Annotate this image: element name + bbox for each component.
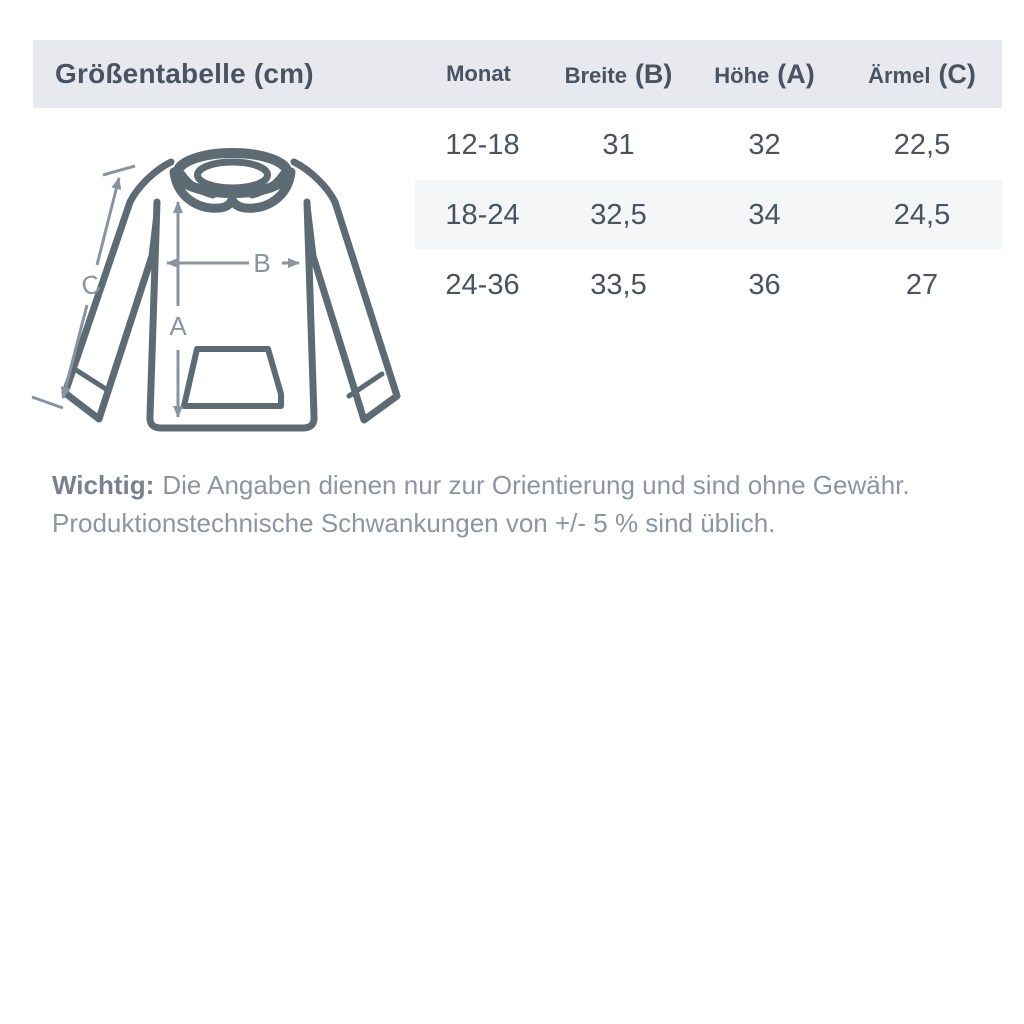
dimension-label-b: B	[253, 248, 270, 278]
cell-aermel: 22,5	[893, 128, 951, 161]
dimension-label-c: C	[78, 268, 104, 302]
table-row: 24-36 33,5 36 27	[415, 250, 1002, 320]
column-mark: (C)	[938, 58, 976, 89]
note-line-1: Wichtig: Die Angaben dienen nur zur Orien…	[52, 466, 982, 504]
column-label: Höhe	[714, 62, 770, 88]
cell-hoehe: 34	[748, 198, 781, 231]
table-row: 12-18 31 32 22,5	[415, 110, 1002, 180]
disclaimer-note: Wichtig: Die Angaben dienen nur zur Orien…	[52, 466, 982, 542]
column-header-monat: Monat	[415, 61, 550, 87]
cell-hoehe: 32	[748, 128, 781, 161]
dimension-tick-c-top	[102, 164, 136, 177]
size-table-body: 12-18 31 32 22,5 18-24 32,5 34 24,5 24-3…	[415, 110, 1002, 320]
cell-monat: 12-18	[445, 128, 520, 161]
column-label: Ärmel	[868, 62, 931, 88]
column-header-aermel: Ärmel (C)	[842, 59, 1002, 90]
note-lead: Wichtig:	[52, 470, 155, 500]
dimension-label-a: A	[169, 311, 187, 341]
hood-fold-right	[248, 170, 287, 199]
column-mark: (B)	[634, 58, 673, 89]
cell-breite: 33,5	[590, 268, 647, 301]
hood-fold-left	[178, 170, 217, 199]
note-text-1: Die Angaben dienen nur zur Orientierung …	[162, 470, 910, 500]
table-header-band: Größentabelle (cm) Monat Breite (B) Höhe (…	[33, 40, 1002, 108]
cell-monat: 24-36	[445, 268, 520, 301]
column-mark: (A)	[777, 58, 815, 89]
cell-aermel: 24,5	[893, 198, 951, 231]
page-title: Größentabelle (cm)	[55, 58, 314, 89]
column-label: Monat	[446, 61, 511, 86]
note-line-2: Produktionstechnische Schwankungen von +…	[52, 508, 776, 538]
dimension-line-c	[60, 304, 89, 399]
cell-breite: 31	[602, 128, 635, 161]
right-sleeve	[290, 158, 401, 424]
hoodie-measurement-diagram: A B C	[31, 148, 401, 432]
dimension-line-c	[95, 177, 122, 266]
table-row: 18-24 32,5 34 24,5	[415, 180, 1002, 250]
cell-hoehe: 36	[748, 268, 781, 301]
table-header-row: Monat Breite (B) Höhe (A) Ärmel (C)	[415, 40, 1002, 108]
column-header-hoehe: Höhe (A)	[687, 59, 842, 90]
hoodie-outline-icon	[61, 148, 401, 432]
column-header-breite: Breite (B)	[550, 59, 687, 90]
left-cuff-seam	[73, 367, 112, 394]
left-sleeve	[61, 158, 175, 423]
cell-monat: 18-24	[445, 198, 520, 231]
dimension-arrows: A B C	[31, 164, 300, 418]
cell-aermel: 27	[905, 268, 939, 301]
cell-breite: 32,5	[590, 198, 647, 231]
dimension-tick-c-bottom	[31, 395, 64, 410]
right-cuff-seam	[346, 371, 385, 399]
kangaroo-pocket	[181, 346, 284, 409]
hood-opening	[194, 158, 271, 192]
column-label: Breite	[564, 62, 627, 88]
